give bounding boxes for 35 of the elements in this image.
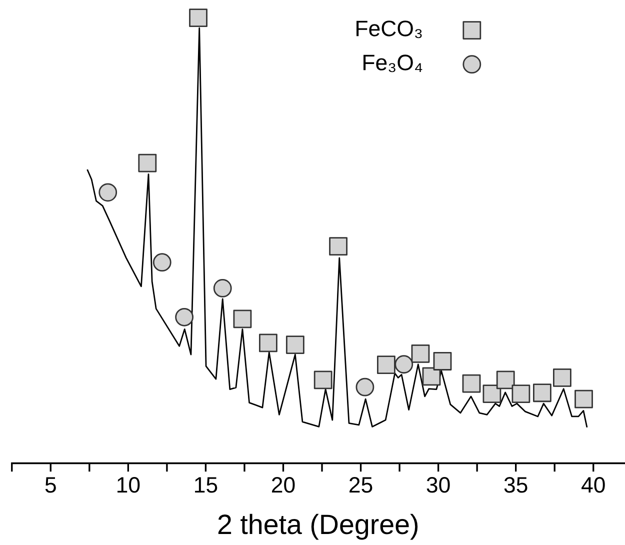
- x-axis-title: 2 theta (Degree): [218, 514, 418, 540]
- x-tick-label: 30: [426, 477, 450, 493]
- point: [422, 367, 441, 386]
- point: [532, 384, 552, 402]
- point: [376, 356, 396, 374]
- point: [574, 390, 593, 408]
- point: [394, 355, 414, 374]
- point: [496, 370, 515, 390]
- point: [175, 308, 194, 326]
- x-tick-label: 25: [350, 477, 372, 493]
- point: [213, 278, 232, 298]
- x-tick-label: 10: [118, 477, 140, 493]
- point: [286, 336, 304, 354]
- point: [258, 334, 278, 352]
- x-tick-label: 20: [272, 477, 295, 493]
- point: [356, 378, 374, 396]
- x-tick-label: 15: [195, 477, 218, 493]
- point: [552, 368, 572, 387]
- x-tick-label: 35: [504, 477, 528, 493]
- point: [314, 370, 332, 390]
- legend-label: Fe₃O₄: [364, 54, 422, 72]
- point: [411, 344, 430, 363]
- x-tick-label: 40: [582, 477, 605, 493]
- point: [482, 384, 502, 403]
- legend-label: FeCO₃: [356, 20, 422, 38]
- x-tick-label: 5: [45, 477, 56, 493]
- point: [512, 384, 530, 403]
- point: [152, 253, 172, 272]
- point: [189, 8, 208, 28]
- point: [329, 237, 348, 256]
- point: [138, 154, 157, 172]
- point: [233, 310, 252, 328]
- point: [98, 183, 118, 202]
- point: [433, 352, 452, 370]
- point: [462, 374, 481, 393]
